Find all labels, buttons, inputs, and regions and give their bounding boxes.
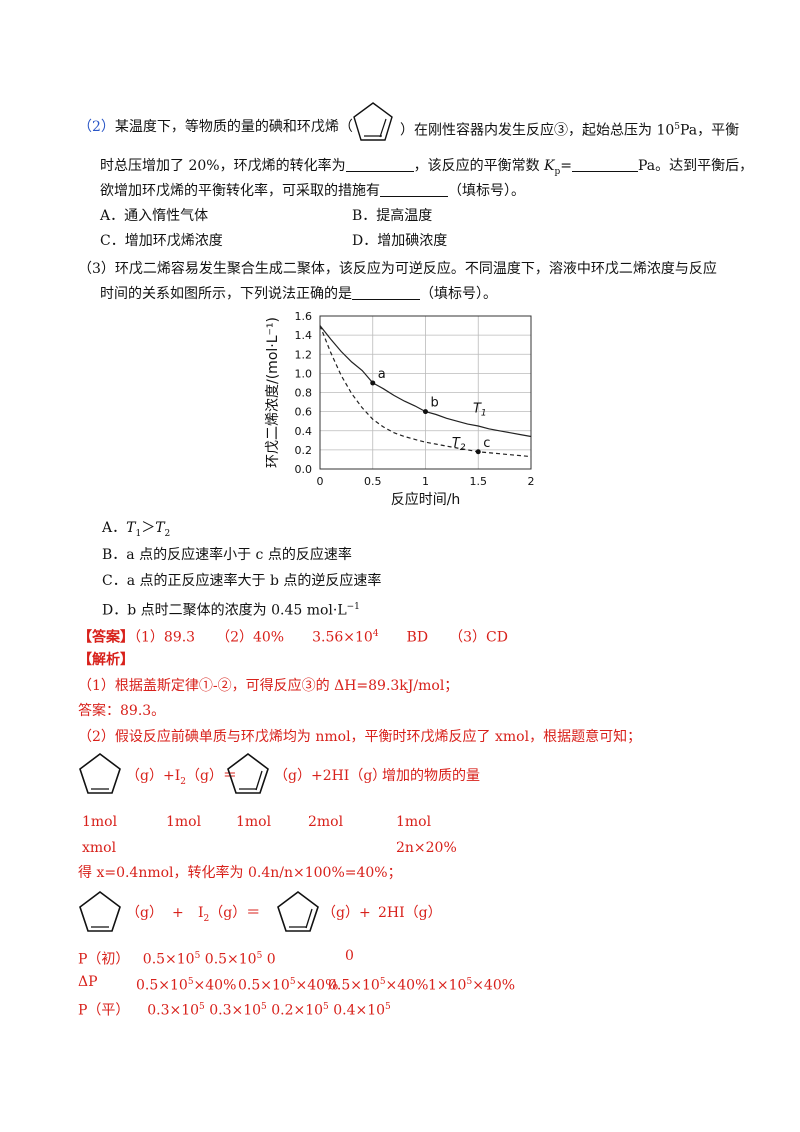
mol-row-0: 1mol — [82, 814, 118, 830]
p-initial-hi: 0 — [345, 948, 354, 964]
data-point-label-b: b — [431, 396, 439, 411]
q3-line1: （3）环戊二烯容易发生聚合生成二聚体，该反应为可逆反应。不同温度下，溶液中环戊二… — [78, 261, 717, 277]
answer-blank-kp[interactable] — [572, 157, 638, 172]
data-point-a — [370, 380, 376, 386]
delta-p-3: 1×105×40% — [428, 977, 516, 994]
y-tick-label-8: 1.6 — [295, 310, 313, 323]
delta-p-1: 0.5×105×40% — [238, 977, 339, 994]
cyclopentene-structure-icon-2 — [79, 891, 121, 932]
mol-row-2: 1mol — [236, 814, 272, 830]
analysis-p2: 答案：89.3。 — [78, 703, 166, 719]
analysis-p1: （1）根据盖斯定律①-②，可得反应③的 ΔH=89.3kJ/mol； — [78, 678, 459, 694]
cyclopentadiene-product-icon-2 — [277, 891, 319, 932]
mol-row-1: 1mol — [166, 814, 202, 830]
eq2-hi: 2HI（g） — [378, 905, 442, 921]
eq2-plus: + — [172, 905, 184, 921]
answer-tag: 【答案】 — [78, 629, 134, 646]
x-row-left: xmol — [82, 840, 117, 856]
q2-option-b: B．提高温度 — [352, 208, 433, 224]
series-line-T2 — [319, 325, 532, 458]
y-tick-label-6: 1.2 — [295, 348, 313, 361]
answer-blank-q3[interactable] — [352, 285, 420, 300]
q2-line1: （2）某温度下，等物质的量的碘和环戊烯（ — [78, 119, 353, 135]
data-point-b — [423, 409, 428, 415]
x-tick-label-1: 0.5 — [364, 475, 382, 488]
cyclopentadiene-product-icon — [227, 753, 269, 794]
q2-option-c: C．增加环戊烯浓度 — [100, 233, 223, 249]
y-tick-label-7: 1.4 — [295, 329, 313, 342]
y-tick-label-2: 0.4 — [295, 425, 313, 438]
y-tick-label-3: 0.6 — [295, 406, 313, 419]
data-point-c — [475, 449, 481, 455]
answer-line: 【答案】（1）89.3 （2）40% 3.56×104 BD （3）CD — [78, 629, 508, 646]
delta-p-2: 0.5×105×40% — [328, 977, 429, 994]
delta-p-label: ΔP — [78, 974, 98, 990]
y-tick-label-1: 0.2 — [295, 444, 313, 457]
y-axis-label: 环戊二烯浓度/(mol·L⁻¹) — [265, 317, 281, 468]
eq1-increase-label: 增加的物质的量 — [382, 768, 480, 784]
q3-option-d: D．b 点时二聚体的浓度为 0.45 mol·L−1 — [102, 602, 360, 619]
cyclopentadiene-structure-icon — [353, 102, 393, 141]
q2-line3: 欲增加环戊烯的平衡转化率，可采取的措施有 （填标号）。 — [100, 182, 525, 199]
curve-label-0: T1 — [473, 402, 487, 419]
x-tick-label-2: 1 — [422, 475, 429, 488]
eq2-g3: （g）+ — [322, 905, 371, 921]
q2-line2: 时总压增加了 20%，环戊烯的转化率为 ，该反应的平衡常数 Kp= Pa。达到平衡后… — [100, 157, 754, 177]
x-tick-label-0: 0 — [317, 475, 324, 488]
answer-blank-conversion[interactable] — [345, 157, 414, 172]
analysis-tag: 【解析】 — [78, 652, 134, 668]
analysis-p3: （2）假设反应前碘单质与环戊烯均为 nmol，平衡时环戊烯反应了 xmol，根据… — [78, 729, 642, 745]
cyclopentene-structure-icon — [79, 753, 121, 794]
x-tick-label-3: 1.5 — [470, 475, 488, 488]
x-tick-label-4: 2 — [528, 475, 535, 488]
x-row-right: 2n×20% — [396, 840, 457, 856]
analysis-p4: 得 x=0.4nmol，转化率为 0.4n/n×100%=40%； — [78, 865, 402, 881]
mol-row-3: 2mol — [308, 814, 344, 830]
delta-p-0: 0.5×105×40% — [136, 977, 237, 994]
q3-line2: 时间的关系如图所示，下列说法正确的是 （填标号）。 — [100, 285, 497, 302]
mol-row-4: 1mol — [396, 814, 432, 830]
data-point-label-c: c — [483, 436, 490, 451]
q3-option-a: A．T1＞T2 — [102, 520, 171, 539]
data-point-label-a: a — [378, 367, 386, 382]
q3-option-c: C．a 点的正反应速率大于 b 点的逆反应速率 — [102, 573, 382, 589]
x-axis-label: 反应时间/h — [391, 491, 461, 508]
y-tick-label-0: 0.0 — [295, 463, 313, 476]
q2-option-d: D．增加碘浓度 — [352, 233, 448, 249]
q2-option-a: A．通入惰性气体 — [100, 208, 209, 224]
p-equilibrium-row: P（平） 0.3×105 0.3×105 0.2×105 0.4×105 — [78, 1002, 391, 1019]
answer-blank-measures[interactable] — [380, 182, 448, 197]
p-initial-row: P（初） 0.5×105 0.5×105 0 — [78, 951, 276, 968]
q3-option-b: B．a 点的反应速率小于 c 点的反应速率 — [102, 547, 352, 563]
eq1-part2: （g）+2HI（g） — [274, 768, 387, 784]
y-tick-label-4: 0.8 — [295, 387, 313, 400]
eq1-part1: （g）+I2（g）＝ — [126, 768, 237, 787]
eq2-iodine: I2（g）＝ — [198, 905, 261, 924]
q2-line1b: ）在刚性容器内发生反应③，起始总压为 105Pa，平衡 — [400, 122, 740, 139]
y-tick-label-5: 1.0 — [295, 367, 313, 380]
eq2-g1: （g） — [126, 905, 163, 921]
curve-label-1: T2 — [452, 436, 466, 453]
plot-frame — [319, 315, 532, 470]
q2-number: （2） — [78, 119, 115, 135]
